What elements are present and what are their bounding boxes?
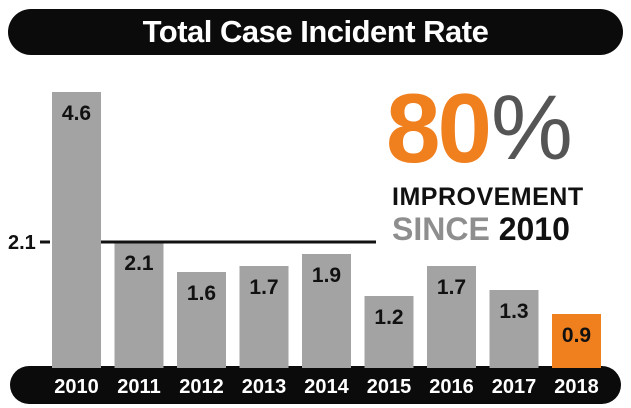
x-tick-label-2012: 2012: [179, 376, 224, 398]
value-label-2011: 2.1: [124, 252, 154, 275]
since-word: SINCE: [392, 211, 490, 247]
percent-symbol: %: [491, 77, 573, 179]
bar-2016: [427, 266, 476, 368]
percent-improvement: 80 %: [386, 73, 606, 183]
bar-2011: [114, 242, 164, 368]
x-axis-band: [10, 366, 621, 404]
since-label: SINCE 2010: [392, 211, 570, 248]
value-label-2012: 1.6: [187, 282, 216, 305]
bar-2014: [302, 254, 351, 368]
value-label-2014: 1.9: [312, 264, 341, 287]
since-year: 2010: [498, 211, 570, 247]
x-tick-label-2014: 2014: [304, 376, 349, 398]
value-label-2018: 0.9: [562, 324, 591, 347]
bar-2012: [177, 272, 226, 368]
bar-2018: [552, 314, 601, 368]
x-tick-label-2016: 2016: [429, 376, 474, 398]
improvement-label: IMPROVEMENT: [392, 183, 584, 211]
x-tick-label-2010: 2010: [54, 376, 99, 398]
value-label-2015: 1.2: [374, 306, 403, 329]
x-tick-label-2013: 2013: [242, 376, 287, 398]
bar-2010: [52, 92, 101, 368]
percent-value: 80: [386, 73, 492, 183]
bar-2017: [489, 290, 539, 368]
bar-2013: [239, 266, 289, 368]
value-label-2016: 1.7: [437, 276, 466, 299]
value-label-2017: 1.3: [499, 300, 528, 323]
chart-title: Total Case Incident Rate: [8, 9, 623, 55]
x-tick-label-2017: 2017: [492, 376, 537, 398]
x-tick-label-2015: 2015: [367, 376, 412, 398]
x-tick-label-2011: 2011: [117, 376, 160, 398]
bar-2015: [364, 296, 414, 368]
x-tick-label-2018: 2018: [554, 376, 599, 398]
y-tick-label: 2.1: [8, 232, 36, 254]
value-label-2010: 4.6: [62, 102, 91, 125]
value-label-2013: 1.7: [249, 276, 278, 299]
